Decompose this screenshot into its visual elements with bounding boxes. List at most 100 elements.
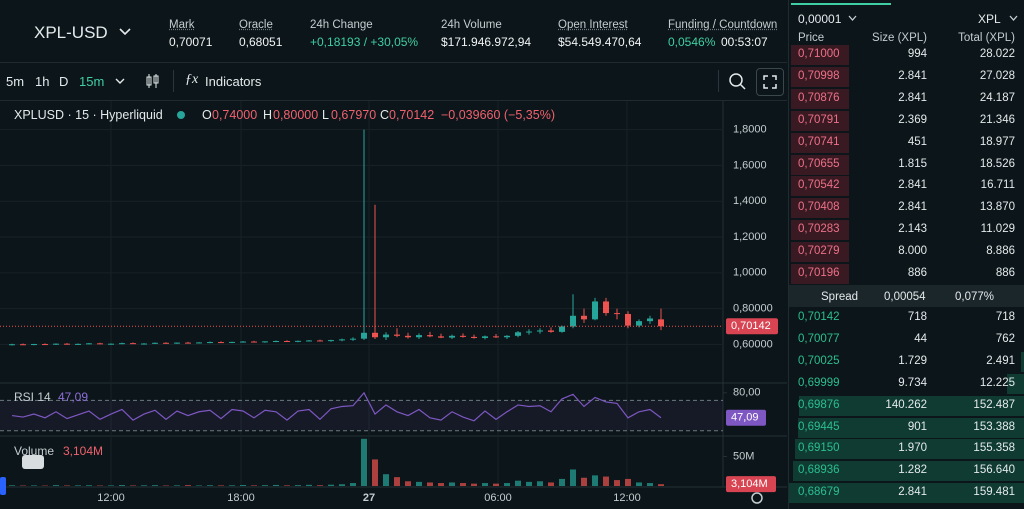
rsi-title: RSI 14 — [14, 390, 51, 404]
size: 451 — [908, 136, 927, 148]
candle-body — [394, 335, 400, 336]
size: 2.841 — [898, 179, 927, 191]
candle-body — [658, 319, 664, 326]
size: 2.841 — [898, 201, 927, 213]
volume-bar — [658, 484, 664, 486]
size: 1.729 — [898, 355, 927, 367]
volume-bar — [361, 439, 367, 486]
separator — [718, 70, 719, 92]
chevron[interactable] — [119, 27, 131, 37]
total: 18.526 — [980, 158, 1015, 170]
size: 2.841 — [898, 92, 927, 104]
spread-value: 0,00054 — [884, 290, 926, 304]
rsi-value: 47,09 — [58, 390, 88, 404]
candle-body — [240, 342, 246, 343]
price: 0,70142 — [798, 311, 840, 323]
candle-body — [383, 335, 389, 338]
size: 140.262 — [885, 399, 927, 411]
fullscreen-button[interactable] — [756, 68, 784, 96]
chart-symbol: XPLUSD · 15 · Hyperliquid — [14, 108, 163, 122]
interval-active[interactable]: 15m — [79, 75, 104, 89]
fx-icon[interactable]: ƒx — [185, 73, 198, 87]
ask-row: 0,71000 994 28.022 — [789, 44, 1024, 65]
price: 0,68679 — [798, 486, 840, 498]
stat-value: +0,18193 / +30,05% — [310, 35, 418, 49]
candle-body — [251, 342, 257, 343]
candle-body — [75, 344, 81, 345]
candle-body — [581, 316, 587, 320]
interval[interactable]: D — [59, 75, 68, 89]
volume-bar — [394, 477, 400, 486]
chevron[interactable] — [1009, 15, 1018, 22]
volume-bar — [240, 485, 246, 486]
unit[interactable]: XPL — [978, 12, 1001, 26]
volume-bar — [196, 485, 202, 486]
settings-icon — [752, 493, 762, 503]
candle-body — [449, 336, 455, 338]
x-tick-label: 12:00 — [97, 492, 125, 504]
chevron[interactable] — [848, 15, 857, 22]
volume-bar — [141, 485, 147, 486]
column-header: Total (XPL) — [958, 31, 1015, 45]
candle-body — [163, 343, 169, 344]
price: 0,69876 — [798, 399, 840, 411]
volume-bar — [559, 479, 565, 486]
volume-bar — [53, 485, 59, 486]
candle-body — [185, 343, 191, 344]
price: 0,70196 — [798, 267, 840, 279]
volume-bar — [504, 483, 510, 486]
volume-bar — [284, 485, 290, 486]
candle-body — [284, 341, 290, 342]
y-tick-label: 80,00 — [733, 387, 761, 399]
candle-body — [42, 344, 48, 345]
volume-bar — [9, 485, 15, 486]
candle-body — [592, 301, 598, 319]
candle-body — [537, 330, 543, 331]
candle-body — [130, 343, 136, 344]
volume-bar — [273, 485, 279, 486]
volume-bar — [493, 484, 499, 486]
total: 24.187 — [980, 92, 1015, 104]
interval[interactable]: 5m — [6, 75, 24, 89]
candle-body — [97, 343, 103, 344]
indicators-button[interactable]: Indicators — [205, 75, 261, 89]
total: 8.886 — [986, 245, 1015, 257]
ohlc-close: 0,70142 — [389, 108, 434, 122]
bid-row: 0,70025 1.729 2.491 — [789, 351, 1024, 372]
volume-bar — [625, 479, 631, 486]
candle-body — [174, 343, 180, 344]
ask-row: 0,70791 2.369 21.346 — [789, 110, 1024, 131]
zoom-icon[interactable] — [728, 72, 746, 90]
volume-bar — [152, 485, 158, 486]
candle-icon[interactable] — [144, 72, 162, 90]
candle-body — [86, 343, 92, 344]
scroll-handle — [0, 477, 6, 495]
size: 886 — [908, 267, 927, 279]
total: 27.028 — [980, 70, 1015, 82]
volume-bar — [262, 485, 268, 486]
volume-bar — [636, 482, 642, 486]
chevron[interactable] — [115, 77, 125, 85]
total: 28.022 — [980, 48, 1015, 60]
ask-row: 0,70283 2.143 11.029 — [789, 219, 1024, 240]
candle-body — [548, 330, 554, 331]
volume-bar — [460, 483, 466, 486]
total: 18.977 — [980, 136, 1015, 148]
candle-body — [207, 342, 213, 343]
price: 0,68936 — [798, 464, 840, 476]
order-book: 0,00001 XPL Price Size (XPL) Total (XPL)… — [788, 0, 1024, 509]
total: 21.346 — [980, 114, 1015, 126]
ask-row: 0,70408 2.841 13.870 — [789, 197, 1024, 218]
stat-value: $171.946.972,94 — [441, 35, 531, 49]
price: 0,70655 — [798, 158, 840, 170]
candle-body — [229, 342, 235, 343]
interval[interactable]: 1h — [35, 75, 49, 89]
tick-size[interactable]: 0,00001 — [798, 12, 841, 26]
size: 2.369 — [898, 114, 927, 126]
countdown: 00:53:07 — [721, 35, 768, 49]
symbol[interactable]: XPL-USD — [34, 23, 108, 43]
y-tick-label: 1,4000 — [733, 195, 767, 207]
price: 0,70876 — [798, 92, 840, 104]
volume-value: 3,104M — [63, 444, 103, 458]
candle-body — [471, 337, 477, 338]
